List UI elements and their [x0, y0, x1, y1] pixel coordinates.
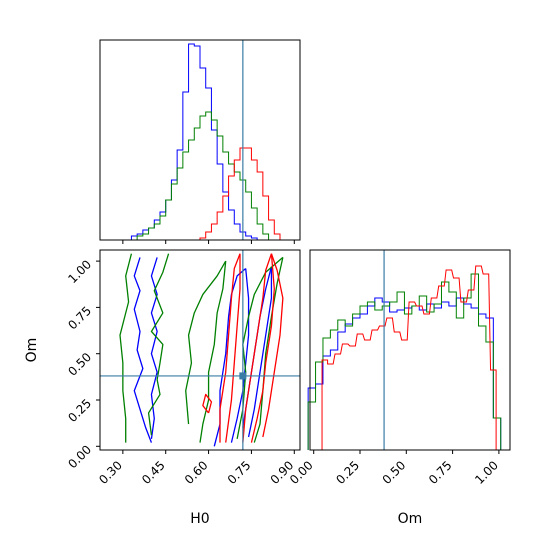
- om-x-tick-label: 0.25: [333, 458, 362, 487]
- contour-line-008000: [236, 256, 284, 440]
- om-marginal-panel: 0.00 0.25 0.50 0.75 1.00: [287, 249, 511, 487]
- contour-line-0000ff: [150, 257, 158, 439]
- om-histogram-step-008000: [307, 273, 502, 450]
- om-x-tick-label: 0.50: [380, 458, 409, 487]
- om-x-tick-label: 1.00: [472, 458, 501, 487]
- h0-x-tick-label: 0.60: [182, 458, 211, 487]
- contour-line-008000: [199, 261, 227, 443]
- om-histogram-step-0000ff: [307, 297, 502, 450]
- om-y-tick-label: 0.50: [65, 350, 94, 379]
- contour-line-ff0000: [219, 253, 241, 443]
- contour-line-ff0000: [242, 253, 273, 443]
- contour-line-008000: [253, 257, 284, 443]
- h0-x-tick-label: 0.75: [225, 458, 254, 487]
- contour-line-008000: [185, 260, 227, 425]
- x-axis-label-om: Om: [398, 511, 423, 527]
- h0-histogram-step-0000ff: [130, 43, 258, 240]
- om-y-tick-label: 0.00: [65, 443, 94, 472]
- om-x-tick-label: 0.75: [426, 458, 455, 487]
- om-y-tick-label: 1.00: [65, 257, 94, 286]
- contour-line-ff0000: [202, 393, 213, 414]
- y-axis-label-om: Om: [24, 338, 40, 363]
- h0-x-tick-label: 0.30: [96, 458, 125, 487]
- om-y-tick-label: 0.25: [65, 396, 94, 425]
- contour-line-008000: [119, 253, 133, 443]
- om-marginal-frame: [309, 249, 511, 451]
- contour-line-ff0000: [250, 253, 275, 443]
- contour-line-0000ff: [133, 257, 153, 443]
- h0-histogram-step-008000: [136, 111, 270, 240]
- joint-contour-group: [100, 250, 300, 450]
- contour-line-0000ff: [230, 268, 250, 443]
- om-y-tick-label: 0.75: [65, 304, 94, 333]
- contour-line-ff0000: [262, 253, 284, 438]
- h0-x-tick-label: 0.45: [139, 458, 168, 487]
- x-axis-label-h0: H0: [190, 511, 209, 527]
- joint-contour-frame: [99, 249, 301, 451]
- joint-contour-panel: 0.30 0.45 0.60 0.75 0.900.000.250.500.751.00: [65, 249, 301, 487]
- contour-line-ff0000: [225, 253, 241, 443]
- om-histogram-step-ff0000: [321, 265, 497, 450]
- h0-histogram-step-ff0000: [199, 147, 281, 240]
- om-x-tick-label: 0.00: [287, 458, 316, 487]
- truth-marker: [239, 372, 247, 380]
- contour-line-0000ff: [247, 266, 273, 438]
- h0-marginal-frame: [99, 39, 301, 241]
- h0-marginal-panel: [99, 39, 301, 244]
- contour-line-008000: [147, 253, 170, 436]
